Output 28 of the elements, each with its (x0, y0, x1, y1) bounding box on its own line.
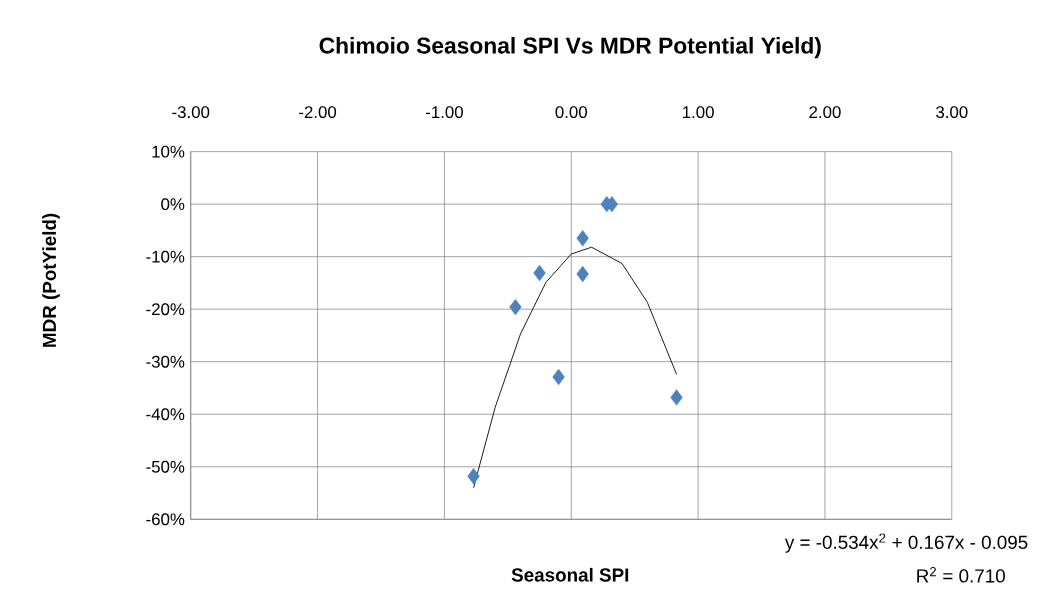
y-tick-label: -30% (146, 355, 185, 368)
text: R$^{2}$ = 0.710 (917, 567, 1005, 583)
y-axis-title: MDR (PotYield) (42, 213, 60, 348)
x-tick-label: -1.00 (425, 106, 463, 119)
y-tick-label: -10% (146, 250, 185, 263)
point (552, 369, 565, 386)
x-tick-label: -3.00 (172, 106, 210, 119)
y-tick-label: -50% (146, 461, 185, 473)
chart-title: Chimoio Seasonal SPI Vs MDR Potential Yield) (319, 37, 821, 59)
y-tick-label: 10% (152, 145, 185, 158)
x-tick-label: -2.00 (299, 106, 337, 119)
x-tick-label: 1.00 (683, 106, 714, 119)
point (576, 230, 589, 247)
point (533, 265, 546, 282)
y-tick-label: -40% (146, 408, 185, 421)
point (576, 266, 589, 283)
point (670, 389, 683, 406)
point (467, 468, 480, 485)
x-axis-title: Seasonal SPI (511, 568, 629, 582)
line-series (473, 246, 677, 489)
x-tick-label: 3.00 (936, 106, 968, 119)
y-tick-label: -60% (146, 513, 185, 526)
point (509, 299, 522, 316)
y-tick-label: -20% (146, 303, 185, 316)
x-tick-label: 0.00 (555, 106, 587, 119)
y-tick-label: 0% (161, 198, 185, 211)
x-tick-label: 2.00 (809, 106, 841, 119)
text: y = -0.534x$^{2}$ + 0.167x - 0.095 (784, 533, 1028, 553)
